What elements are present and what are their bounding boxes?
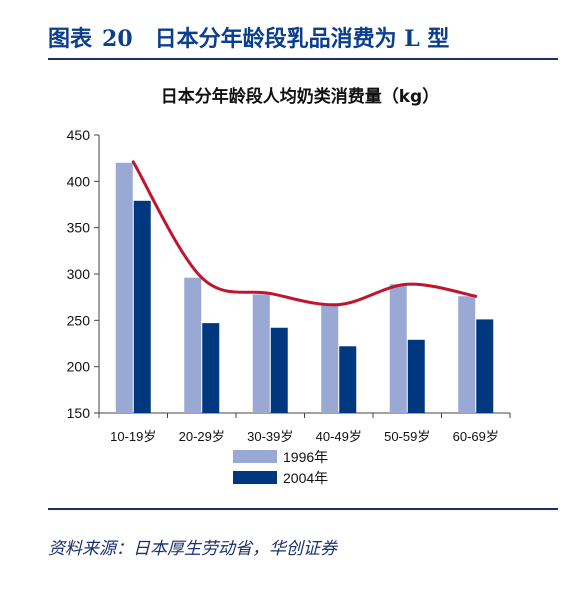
figure-number: 20	[102, 26, 133, 52]
footer-rule	[48, 508, 558, 510]
figure-header: 图表 20 日本分年龄段乳品消费为 L 型	[48, 20, 558, 58]
bar-series2	[339, 346, 357, 413]
legend-label: 2004年	[283, 470, 328, 486]
y-tick-label: 300	[67, 266, 91, 282]
bar-series1	[252, 294, 270, 413]
y-tick-label: 450	[67, 127, 91, 143]
legend-swatch	[233, 450, 277, 463]
chart-title: 日本分年龄段人均奶类消费量（kg）	[161, 86, 439, 107]
y-tick-label: 200	[67, 359, 91, 375]
bar-chart: 日本分年龄段人均奶类消费量（kg） 150 200 250 300 350 400 450 10…	[67, 86, 511, 486]
bar-series2	[476, 319, 494, 413]
x-category-label: 40-49岁	[316, 429, 362, 444]
x-category-label: 50-59岁	[384, 429, 430, 444]
legend-label: 1996年	[283, 449, 328, 465]
y-tick-label: 350	[67, 220, 91, 236]
header-rule	[48, 58, 558, 60]
legend-swatch	[233, 471, 277, 484]
bar-series1	[115, 162, 133, 413]
y-tick-label: 400	[67, 173, 91, 189]
bar-series1	[184, 277, 202, 413]
figure-label: 图表	[48, 26, 93, 52]
source-note: 资料来源：日本厚生劳动省，华创证券	[48, 539, 337, 559]
trend-line	[131, 160, 478, 307]
bar-series2	[133, 200, 151, 413]
y-tick-label: 250	[67, 312, 91, 328]
bar-series1	[389, 284, 407, 413]
bar-series1	[321, 304, 339, 413]
bar-series2	[407, 339, 425, 413]
bar-series2	[270, 327, 288, 413]
x-category-label: 30-39岁	[247, 429, 293, 444]
bar-series1	[458, 296, 476, 413]
x-category-label: 60-69岁	[453, 429, 499, 444]
bar-series2	[202, 323, 220, 413]
x-category-label: 10-19岁	[110, 429, 156, 444]
y-tick-label: 150	[67, 405, 91, 421]
figure-title: 日本分年龄段乳品消费为 L 型	[154, 26, 450, 52]
x-category-label: 20-29岁	[179, 429, 225, 444]
